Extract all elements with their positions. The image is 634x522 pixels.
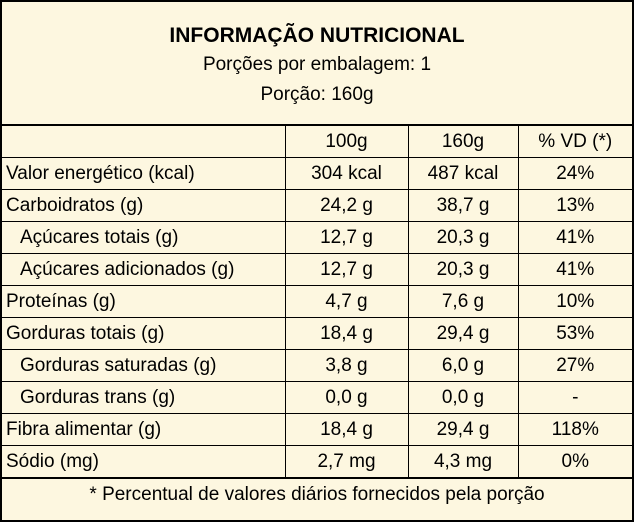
table-row: Proteínas (g) 4,7 g 7,6 g 10%: [2, 285, 632, 318]
daily-value: 10%: [517, 285, 632, 318]
daily-value: 41%: [517, 253, 632, 286]
column-header-100g: 100g: [284, 126, 409, 158]
daily-value: 41%: [517, 221, 632, 254]
portion-size: Porção: 160g: [260, 84, 374, 105]
value-160g: 20,3 g: [407, 221, 519, 254]
table-row: Carboidratos (g) 24,2 g 38,7 g 13%: [2, 189, 632, 222]
nutrient-name: Gorduras saturadas (g): [2, 349, 286, 382]
nutrient-name: Proteínas (g): [2, 285, 286, 318]
value-160g: 20,3 g: [407, 253, 519, 286]
value-100g: 2,7 mg: [284, 445, 409, 478]
daily-value: 0%: [517, 445, 632, 478]
value-100g: 0,0 g: [284, 381, 409, 414]
label-title: INFORMAÇÃO NUTRICIONAL: [169, 24, 465, 47]
value-160g: 487 kcal: [407, 157, 519, 190]
servings-per-package: Porções por embalagem: 1: [202, 54, 432, 75]
value-160g: 0,0 g: [407, 381, 519, 414]
table-row: Valor energético (kcal) 304 kcal 487 kca…: [2, 157, 632, 190]
nutrient-name: Carboidratos (g): [2, 189, 286, 222]
nutrient-name: Açúcares totais (g): [2, 221, 286, 254]
value-100g: 12,7 g: [284, 253, 409, 286]
table-row: Sódio (mg) 2,7 mg 4,3 mg 0%: [2, 445, 632, 478]
column-header-daily-value: % VD (*): [517, 126, 632, 158]
table-row: Gorduras saturadas (g) 3,8 g 6,0 g 27%: [2, 349, 632, 382]
table-row: Gorduras totais (g) 18,4 g 29,4 g 53%: [2, 317, 632, 350]
value-100g: 24,2 g: [284, 189, 409, 222]
column-header-row: 100g 160g % VD (*): [2, 126, 632, 158]
table-row: Gorduras trans (g) 0,0 g 0,0 g -: [2, 381, 632, 414]
value-100g: 3,8 g: [284, 349, 409, 382]
value-160g: 6,0 g: [407, 349, 519, 382]
value-100g: 18,4 g: [284, 413, 409, 446]
value-100g: 4,7 g: [284, 285, 409, 318]
table-row: Fibra alimentar (g) 18,4 g 29,4 g 118%: [2, 413, 632, 446]
nutrient-name: Valor energético (kcal): [2, 157, 286, 190]
nutrient-name: Sódio (mg): [2, 445, 286, 478]
nutrient-name: Gorduras totais (g): [2, 317, 286, 350]
daily-value: -: [517, 381, 632, 414]
value-160g: 29,4 g: [407, 413, 519, 446]
footnote: * Percentual de valores diários fornecid…: [2, 478, 632, 510]
nutrient-name: Fibra alimentar (g): [2, 413, 286, 446]
value-160g: 4,3 mg: [407, 445, 519, 478]
value-160g: 29,4 g: [407, 317, 519, 350]
value-100g: 12,7 g: [284, 221, 409, 254]
table-row: Açúcares adicionados (g) 12,7 g 20,3 g 4…: [2, 253, 632, 286]
table-row: Açúcares totais (g) 12,7 g 20,3 g 41%: [2, 221, 632, 254]
value-160g: 38,7 g: [407, 189, 519, 222]
value-100g: 304 kcal: [284, 157, 409, 190]
daily-value: 13%: [517, 189, 632, 222]
daily-value: 118%: [517, 413, 632, 446]
daily-value: 27%: [517, 349, 632, 382]
value-160g: 7,6 g: [407, 285, 519, 318]
column-header-160g: 160g: [407, 126, 519, 158]
daily-value: 24%: [517, 157, 632, 190]
value-100g: 18,4 g: [284, 317, 409, 350]
column-header-nutrient: [2, 126, 286, 158]
nutrient-name: Gorduras trans (g): [2, 381, 286, 414]
daily-value: 53%: [517, 317, 632, 350]
label-header: INFORMAÇÃO NUTRICIONAL Porções por embal…: [2, 2, 632, 126]
nutrition-table: 100g 160g % VD (*) Valor energético (kca…: [2, 126, 632, 478]
nutrient-name: Açúcares adicionados (g): [2, 253, 286, 286]
